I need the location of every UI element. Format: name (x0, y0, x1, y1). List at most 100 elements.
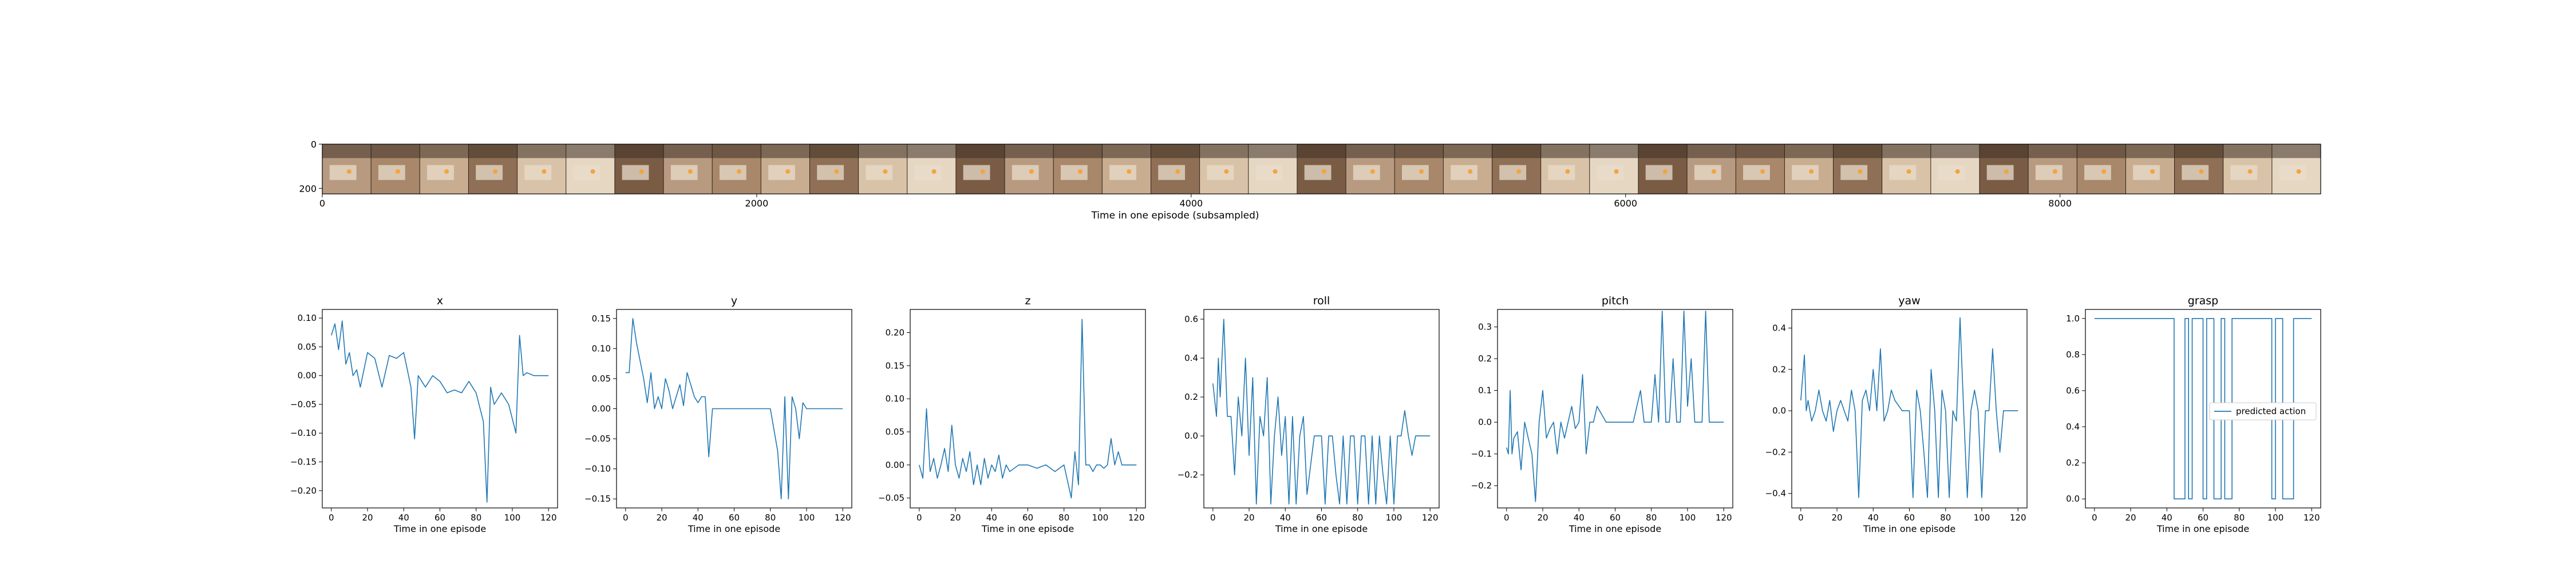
frame-marker (1370, 169, 1375, 174)
y-tick-label: 0.4 (1772, 323, 1786, 333)
frame-marker (2004, 169, 2009, 174)
subplot-y: y 0 20 40 60 80 100 120 0.15 0.10 0.05 0.00 −0.05 −0.… (584, 295, 852, 534)
frame-marker (2296, 169, 2301, 174)
frame-top-band (907, 144, 957, 158)
x-axis-label: Time in one episode (688, 523, 780, 534)
x-tick-label: 60 (1904, 513, 1915, 523)
frame-object (1889, 165, 1917, 180)
y-tick-label: 0.2 (1184, 392, 1198, 402)
frame-object (2035, 165, 2063, 180)
frame-top-band (1687, 144, 1736, 158)
frame-object (1451, 165, 1477, 180)
x-axis-label: Time in one episode (2156, 523, 2249, 534)
frame-marker (785, 169, 791, 174)
frame-marker (1468, 169, 1473, 174)
y-tick-label: −0.10 (290, 428, 317, 438)
plot-area (910, 309, 1146, 509)
x-tick-label: 80 (2234, 513, 2245, 523)
frame-marker (1419, 169, 1424, 174)
x-tick-label: 60 (729, 513, 740, 523)
frame-marker (1321, 169, 1326, 174)
x-tick-label: 80 (765, 513, 776, 523)
frame-marker (590, 169, 595, 174)
frame-object (914, 165, 942, 180)
frame-top-band (1102, 144, 1151, 158)
series-line-yaw (1800, 317, 2018, 498)
y-tick-label: −0.05 (584, 434, 611, 444)
y-tick-label: 1.0 (2066, 313, 2080, 324)
y-tick-label: 0.0 (2066, 494, 2080, 504)
frame-marker (493, 169, 498, 174)
frame-object (1645, 165, 1673, 180)
frame-object (378, 165, 405, 180)
frame-marker (980, 169, 985, 174)
action-subplots: x0 20 40 60 80 100 1200.100.050.00−0.05−0.10−0… (290, 295, 2321, 534)
legend: predicted action (2209, 402, 2317, 420)
frame-object (1938, 165, 1965, 180)
y-tick-label: 0.6 (1184, 314, 1198, 324)
frame-marker (1516, 169, 1522, 174)
series-line-x (331, 320, 549, 503)
frame-object (1060, 165, 1088, 180)
x-tick-label: 40 (2162, 513, 2172, 523)
frame-top-band (1833, 144, 1883, 158)
frame-object (2084, 165, 2111, 180)
frame-marker (1029, 169, 1034, 174)
filmstrip-y-tick-label: 200 (299, 183, 317, 194)
frame-object (817, 165, 844, 180)
y-tick-label: 0.15 (886, 360, 904, 371)
x-tick-label: 120 (835, 513, 851, 523)
frame-object (1597, 165, 1624, 180)
frame-top-band (420, 144, 469, 158)
x-tick-label: 80 (471, 513, 481, 523)
x-tick-label: 20 (656, 513, 667, 523)
frame-object (2182, 165, 2209, 180)
x-axis-label: Time in one episode (1568, 523, 1661, 534)
subplot-roll: roll 0 20 40 60 80 100 120 0.6 0.4 0.2 0.0 −0.2 Time … (1178, 295, 1440, 534)
x-tick-label: 20 (362, 513, 373, 523)
y-tick-label: −0.05 (878, 493, 904, 503)
frame-top-band (517, 144, 567, 158)
frame-marker (2247, 169, 2253, 174)
frame-top-band (1297, 144, 1346, 158)
y-tick-label: 0.10 (886, 394, 904, 404)
plot-area (1497, 309, 1733, 509)
frame-top-band (1979, 144, 2029, 158)
subplot-title: pitch (1602, 295, 1629, 307)
x-tick-label: 120 (2304, 513, 2320, 523)
frame-object (1499, 165, 1527, 180)
y-tick-label: 0.8 (2066, 349, 2080, 360)
x-tick-label: 120 (2010, 513, 2026, 523)
y-tick-label: −0.20 (290, 486, 317, 496)
subplot-yaw: yaw 0 20 40 60 80 100 120 0.4 0.2 0.0 −0.2 −0.4 Time … (1765, 295, 2028, 534)
y-tick-label: −0.2 (1471, 480, 1492, 491)
frame-top-band (2223, 144, 2273, 158)
frame-top-band (761, 144, 810, 158)
x-tick-label: 80 (1058, 513, 1069, 523)
frame-marker (1127, 169, 1132, 174)
frame-marker (444, 169, 449, 174)
frame-top-band (566, 144, 615, 158)
x-tick-label: 0 (329, 513, 334, 523)
x-tick-label: 20 (1537, 513, 1548, 523)
x-tick-label: 40 (1280, 513, 1291, 523)
filmstrip-x-tick-label: 4000 (1179, 198, 1203, 209)
x-tick-label: 120 (540, 513, 557, 523)
frame-object (1743, 165, 1770, 180)
frame-top-band (1492, 144, 1542, 158)
frame-marker (1955, 169, 1960, 174)
y-tick-label: 0.0 (1184, 431, 1198, 441)
x-tick-label: 40 (1868, 513, 1879, 523)
x-tick-label: 80 (1352, 513, 1363, 523)
frame-object (1207, 165, 1234, 180)
frame-top-band (371, 144, 420, 158)
frame-top-band (1882, 144, 1931, 158)
frame-object (1401, 165, 1429, 180)
frame-marker (1565, 169, 1570, 174)
frame-marker (1858, 169, 1863, 174)
y-tick-label: 0.0 (1478, 417, 1492, 427)
series-line-roll (1212, 319, 1431, 505)
filmstrip-x-tick-label: 2000 (745, 198, 769, 209)
